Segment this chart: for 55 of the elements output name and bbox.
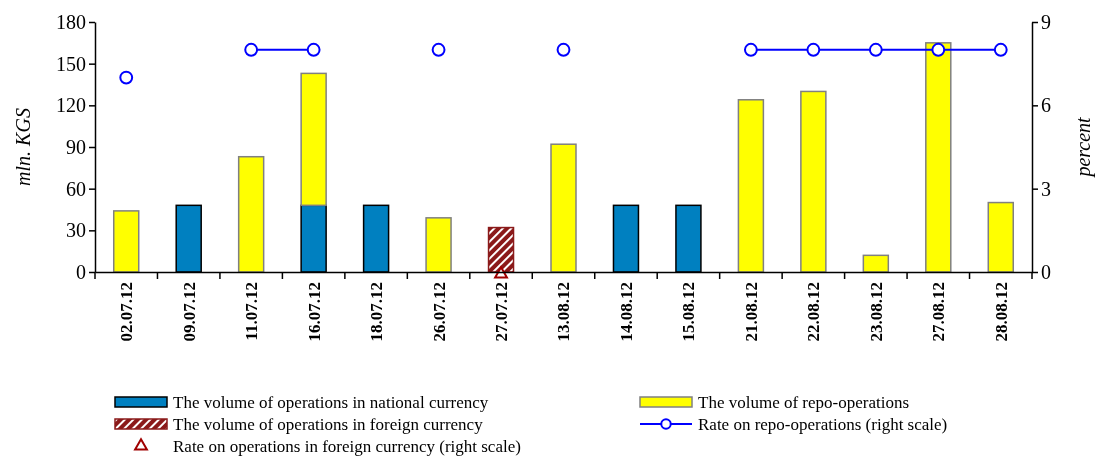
point [931,42,946,57]
legend-label: The volume of operations in national currency [173,392,489,412]
y2-tick-label: 0 [1041,260,1051,283]
y-tick-label: 30 [66,219,86,242]
y-axis-title: mln. KGS [12,108,34,186]
x-tick-label: 21.08.12 [741,282,761,342]
y2-tick-label: 6 [1041,94,1051,117]
x-tick-label: 13.08.12 [554,282,574,342]
point [806,42,821,57]
x-tick-label: 27.07.12 [491,282,511,342]
point [556,42,571,57]
point [868,42,883,57]
bar [862,254,890,273]
y-tick-label: 60 [66,177,86,200]
point [743,42,758,57]
x-tick-label: 28.08.12 [991,282,1011,342]
x-tick-label: 02.07.12 [117,282,137,342]
bar [987,201,1015,273]
bar [925,42,952,273]
bar [737,99,765,273]
bar [487,226,515,273]
x-tick-label: 16.07.12 [304,282,324,342]
x-tick-label: 27.08.12 [929,282,949,342]
x-tick-label: 23.08.12 [866,282,886,342]
point [431,42,446,57]
point [993,42,1008,57]
x-tick-label: 14.08.12 [616,282,636,342]
point [494,266,508,279]
point [244,42,259,57]
bar [237,155,265,273]
legend-label: Rate on operations in foreign currency (right scale) [173,436,521,456]
x-tick-label: 15.08.12 [679,282,699,342]
x-tick-label: 11.07.12 [242,282,262,341]
point [119,70,134,85]
y2-axis-title: percent [1072,116,1095,179]
y-tick-label: 0 [76,260,86,283]
x-tick-label: 26.07.12 [429,282,449,342]
y-tick-label: 150 [56,52,86,75]
y2-tick-label: 9 [1041,10,1051,33]
y-tick-label: 90 [66,135,86,158]
x-tick-label: 09.07.12 [179,282,199,342]
legend-label: The volume of operations in foreign currency [173,414,484,434]
bar [112,210,140,273]
legend-label: Rate on repo-operations (right scale) [698,414,948,434]
point [306,42,321,57]
bar [425,217,452,273]
bar [550,143,577,273]
legend-label: The volume of repo-operations [698,392,910,412]
x-tick-label: 22.08.12 [804,282,824,342]
bar [300,72,327,207]
y-tick-label: 180 [56,10,86,33]
y-tick-label: 120 [56,94,86,117]
x-tick-label: 18.07.12 [367,282,387,342]
bar [800,90,827,273]
y2-tick-label: 3 [1041,177,1051,200]
